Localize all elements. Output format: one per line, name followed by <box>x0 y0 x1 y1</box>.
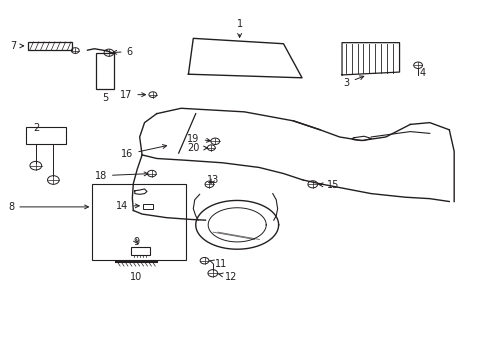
Text: 2: 2 <box>33 123 40 134</box>
Text: 9: 9 <box>133 237 139 247</box>
Text: 19: 19 <box>187 134 210 144</box>
Bar <box>26 127 66 144</box>
Bar <box>143 204 153 209</box>
Text: 14: 14 <box>116 201 139 211</box>
Text: 18: 18 <box>95 171 148 181</box>
Bar <box>92 184 185 260</box>
Text: 17: 17 <box>120 90 145 100</box>
Text: 4: 4 <box>419 68 426 78</box>
Text: 7: 7 <box>10 41 23 51</box>
Bar <box>27 42 72 50</box>
Text: 10: 10 <box>130 272 142 282</box>
Text: 1: 1 <box>236 19 242 37</box>
Text: 16: 16 <box>121 145 166 159</box>
Text: 3: 3 <box>343 76 363 88</box>
Text: 11: 11 <box>209 259 227 269</box>
Bar <box>131 247 150 255</box>
Text: 5: 5 <box>102 93 108 103</box>
Text: 15: 15 <box>318 180 339 190</box>
Bar <box>96 53 114 89</box>
Text: 13: 13 <box>206 175 219 185</box>
Text: 6: 6 <box>113 46 132 57</box>
Text: 20: 20 <box>187 143 207 153</box>
Text: 8: 8 <box>8 202 88 212</box>
Text: 12: 12 <box>219 272 237 282</box>
